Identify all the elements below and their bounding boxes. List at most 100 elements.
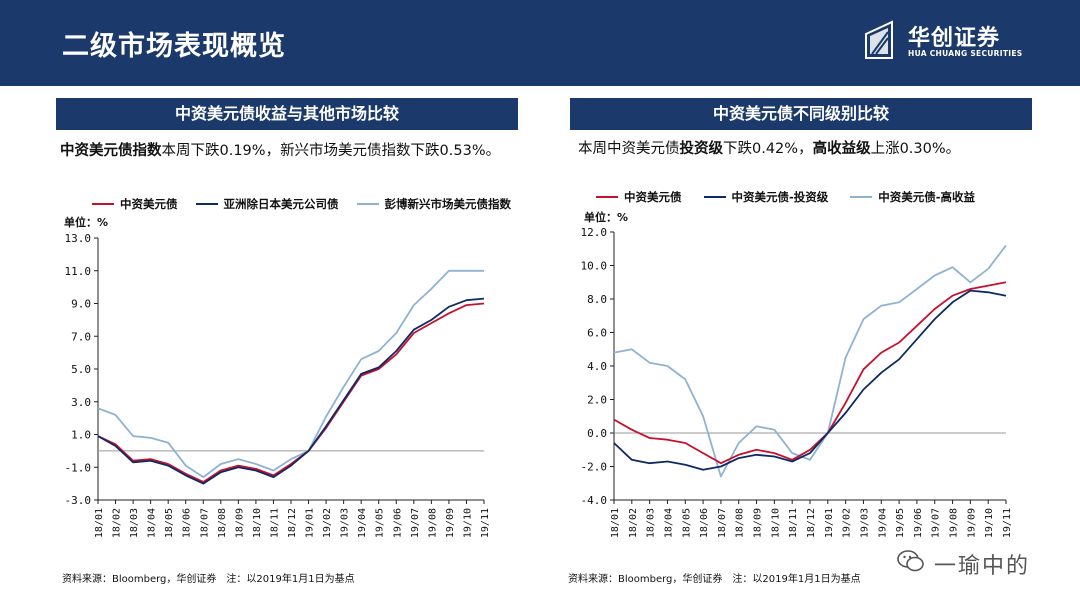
y-tick-label: -3.0 — [65, 494, 92, 507]
left-source-note: 资料来源：Bloomberg，华创证券 注：以2019年1月1日为基点 — [62, 574, 355, 585]
logo-icon — [865, 20, 893, 59]
y-tick-label: 9.0 — [71, 298, 91, 311]
x-tick-label: 19/06 — [392, 508, 403, 538]
x-tick-label: 18/12 — [287, 508, 298, 538]
right-unit-label: 单位：% — [584, 211, 629, 224]
left-legend: 中资美元债 亚洲除日本美元公司债 彭博新兴市场美元债指数 — [92, 196, 529, 212]
y-tick-label: -2.0 — [581, 461, 608, 474]
right-desc-bold2: 高收益级 — [812, 141, 871, 157]
y-tick-label: 13.0 — [65, 232, 92, 245]
legend-swatch — [850, 196, 873, 198]
x-tick-label: 19/01 — [305, 508, 316, 538]
x-tick-label: 18/09 — [753, 508, 764, 538]
right-section-title: 中资美元债不同级别比较 — [570, 98, 1032, 130]
company-logo: 华创证券 HUA CHUANG SECURITIES — [862, 20, 1022, 62]
x-tick-label: 19/09 — [966, 508, 977, 538]
y-tick-label: 7.0 — [71, 330, 91, 343]
series-line-3 — [97, 269, 484, 478]
y-tick-label: 1.0 — [71, 429, 91, 442]
right-description: 本周中资美元债投资级下跌0.42%，高收益级上涨0.30%。 — [578, 138, 1038, 161]
y-tick-label: 0.0 — [587, 427, 607, 440]
x-tick-label: 19/05 — [895, 508, 906, 538]
legend-item: 中资美元债-投资级 — [703, 189, 829, 205]
y-tick-label: -4.0 — [581, 494, 608, 507]
x-tick-label: 18/07 — [717, 508, 728, 538]
x-tick-label: 18/08 — [735, 508, 746, 538]
right-source-note: 资料来源：Bloomberg，华创证券 注：以2019年1月1日为基点 — [568, 574, 861, 585]
x-tick-label: 18/05 — [681, 508, 692, 538]
legend-label: 中资美元债-投资级 — [731, 190, 829, 204]
x-tick-label: 18/10 — [252, 508, 263, 538]
x-tick-label: 18/12 — [806, 508, 817, 538]
x-tick-label: 19/02 — [842, 508, 853, 538]
y-tick-label: 10.0 — [581, 260, 608, 273]
left-line-chart: 13.0 11.0 9.0 7.0 5.0 3.0 1.0 -1.0 -3.018/01 18/0… — [65, 232, 492, 538]
right-line-chart: 12.0 10.0 8.0 6.0 4.0 2.0 0.0 -2.0 -4.018/01 18/0… — [581, 226, 1014, 538]
x-tick-label: 18/09 — [234, 508, 245, 538]
legend-item: 彭博新兴市场美元债指数 — [356, 196, 512, 212]
x-tick-label: 18/01 — [94, 508, 105, 538]
x-tick-label: 18/04 — [663, 508, 674, 538]
legend-item: 中资美元债 — [596, 189, 682, 205]
x-tick-label: 19/08 — [949, 508, 960, 538]
y-tick-label: -1.0 — [65, 461, 92, 474]
legend-label: 亚洲除日本美元公司债 — [223, 197, 339, 211]
left-description: 中资美元债指数本周下跌0.19%，新兴市场美元债指数下跌0.53%。 — [60, 140, 510, 163]
x-tick-label: 18/10 — [770, 508, 781, 538]
legend-label: 中资美元债 — [624, 190, 682, 204]
x-tick-label: 19/07 — [931, 508, 942, 538]
x-tick-label: 19/07 — [410, 508, 421, 538]
x-tick-label: 19/09 — [445, 508, 456, 538]
legend-item: 亚洲除日本美元公司债 — [195, 196, 339, 212]
x-tick-label: 18/07 — [199, 508, 210, 538]
left-unit-label: 单位：% — [64, 216, 109, 229]
left-desc-bold: 中资美元债指数 — [60, 143, 162, 159]
x-tick-label: 19/11 — [1002, 508, 1013, 538]
legend-label: 彭博新兴市场美元债指数 — [384, 197, 512, 211]
legend-swatch — [356, 203, 379, 205]
x-tick-label: 18/11 — [269, 508, 280, 538]
legend-swatch — [703, 196, 726, 198]
wechat-icon — [897, 550, 924, 572]
series-line-2 — [97, 297, 485, 485]
x-tick-label: 19/05 — [375, 508, 386, 538]
x-tick-label: 19/11 — [480, 508, 491, 538]
x-tick-label: 19/04 — [357, 508, 368, 538]
y-tick-label: 5.0 — [71, 363, 91, 376]
series-line-3 — [613, 244, 1007, 478]
x-tick-label: 18/01 — [610, 508, 621, 538]
x-tick-label: 19/03 — [859, 508, 870, 538]
y-tick-label: 2.0 — [587, 394, 607, 407]
left-desc-rest: 本周下跌0.19%，新兴市场美元债指数下跌0.53%。 — [161, 143, 501, 159]
x-tick-label: 18/11 — [788, 508, 799, 538]
x-tick-label: 19/10 — [462, 508, 473, 538]
y-tick-label: 8.0 — [587, 293, 607, 306]
right-desc-part2: 下跌0.42%， — [723, 141, 813, 157]
x-tick-label: 19/10 — [984, 508, 995, 538]
x-tick-label: 18/02 — [112, 508, 123, 538]
watermark-text: 一瑜中的 — [934, 554, 1031, 579]
x-tick-label: 19/06 — [913, 508, 924, 538]
right-desc-part1: 本周中资美元债 — [578, 141, 680, 157]
legend-item: 中资美元债 — [92, 196, 178, 212]
y-tick-label: 12.0 — [581, 226, 608, 239]
x-tick-label: 19/03 — [340, 508, 351, 538]
x-tick-label: 19/01 — [824, 508, 835, 538]
series-line-2 — [613, 289, 1007, 471]
x-tick-label: 18/03 — [646, 508, 657, 538]
legend-swatch — [596, 196, 618, 198]
right-legend: 中资美元债 中资美元债-投资级 中资美元债-高收益 — [596, 189, 993, 205]
x-tick-label: 19/08 — [427, 508, 438, 538]
legend-swatch — [92, 203, 114, 205]
right-desc-bold1: 投资级 — [679, 141, 724, 157]
right-desc-part3: 上涨0.30%。 — [870, 141, 961, 157]
x-tick-label: 19/02 — [322, 508, 333, 538]
y-tick-label: 6.0 — [587, 327, 607, 340]
header-bar — [0, 0, 1080, 86]
x-tick-label: 18/04 — [147, 508, 158, 538]
x-tick-label: 18/03 — [129, 508, 140, 538]
page-title: 二级市场表现概览 — [62, 31, 286, 62]
logo-text-cn: 华创证券 — [908, 26, 1001, 51]
logo-text-en: HUA CHUANG SECURITIES — [908, 49, 1023, 58]
x-tick-label: 18/08 — [217, 508, 228, 538]
